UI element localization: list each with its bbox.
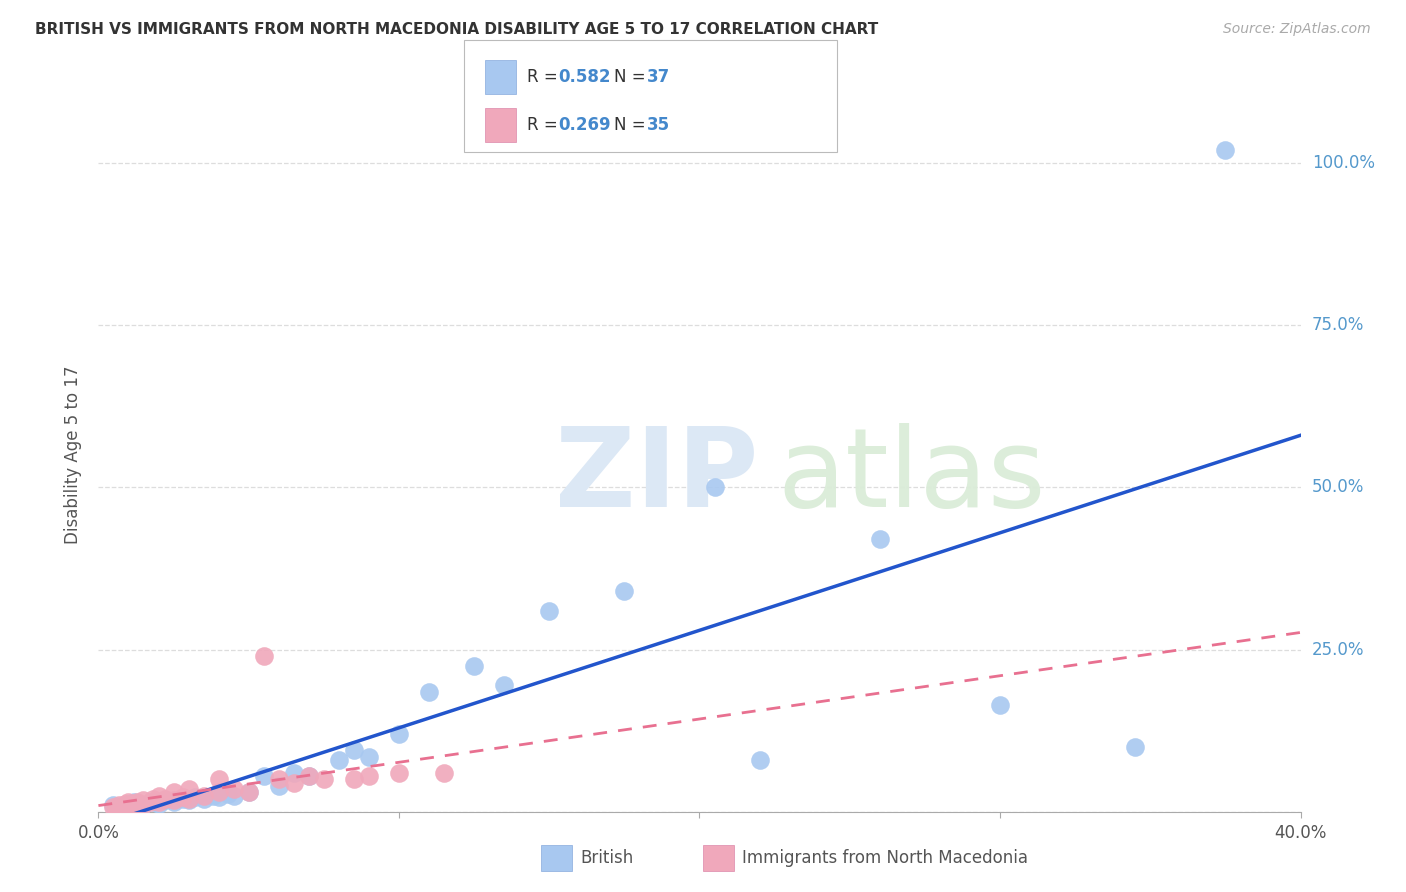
Point xyxy=(177,791,200,805)
Point xyxy=(433,765,456,780)
Text: British: British xyxy=(581,849,634,867)
Point xyxy=(153,793,176,807)
Point xyxy=(357,749,380,764)
Point xyxy=(132,793,155,807)
Point xyxy=(343,772,366,787)
Text: N =: N = xyxy=(614,69,651,87)
Point xyxy=(172,791,194,805)
Text: 25.0%: 25.0% xyxy=(1312,640,1364,658)
Point xyxy=(538,604,561,618)
Point xyxy=(298,769,321,783)
Point xyxy=(1123,739,1146,754)
Point xyxy=(127,795,149,809)
Point xyxy=(253,648,276,663)
Point xyxy=(162,785,184,799)
Text: BRITISH VS IMMIGRANTS FROM NORTH MACEDONIA DISABILITY AGE 5 TO 17 CORRELATION CH: BRITISH VS IMMIGRANTS FROM NORTH MACEDON… xyxy=(35,22,879,37)
Point xyxy=(703,480,725,494)
Text: N =: N = xyxy=(614,116,651,134)
Point xyxy=(988,698,1011,712)
Point xyxy=(117,798,139,813)
Point xyxy=(343,743,366,757)
Point xyxy=(117,795,139,809)
Point xyxy=(217,787,239,801)
Text: Source: ZipAtlas.com: Source: ZipAtlas.com xyxy=(1223,22,1371,37)
Text: 37: 37 xyxy=(647,69,671,87)
Point xyxy=(124,795,146,809)
Text: 0.269: 0.269 xyxy=(558,116,610,134)
Point xyxy=(132,798,155,813)
Point xyxy=(869,533,891,547)
Point xyxy=(208,772,231,787)
Point xyxy=(111,799,134,814)
Text: Immigrants from North Macedonia: Immigrants from North Macedonia xyxy=(742,849,1028,867)
Point xyxy=(357,769,380,783)
Point xyxy=(613,584,636,599)
Point xyxy=(148,789,170,803)
Text: 75.0%: 75.0% xyxy=(1312,316,1364,334)
Point xyxy=(103,799,125,814)
Point xyxy=(117,797,139,811)
Point xyxy=(208,785,231,799)
Text: ZIP: ZIP xyxy=(555,423,759,530)
Point xyxy=(312,772,335,787)
Y-axis label: Disability Age 5 to 17: Disability Age 5 to 17 xyxy=(65,366,83,544)
Point xyxy=(388,727,411,741)
Point xyxy=(138,795,160,809)
Point xyxy=(153,791,176,805)
Text: R =: R = xyxy=(527,116,564,134)
Point xyxy=(183,790,205,805)
Point xyxy=(748,753,770,767)
Point xyxy=(193,791,215,805)
Point xyxy=(238,785,260,799)
Text: atlas: atlas xyxy=(778,423,1046,530)
Point xyxy=(141,791,163,805)
Text: R =: R = xyxy=(527,69,564,87)
Point xyxy=(172,790,194,805)
Point xyxy=(103,798,125,813)
Text: 0.582: 0.582 xyxy=(558,69,610,87)
Point xyxy=(201,789,224,803)
Point xyxy=(108,798,131,813)
Point xyxy=(298,769,321,783)
Point xyxy=(148,797,170,811)
Point xyxy=(267,779,290,793)
Point xyxy=(208,790,231,805)
Point xyxy=(238,785,260,799)
Point xyxy=(267,772,290,787)
Point xyxy=(222,782,245,797)
Point xyxy=(328,753,350,767)
Point xyxy=(141,795,163,809)
Point xyxy=(463,658,485,673)
Point xyxy=(222,789,245,803)
Point xyxy=(388,765,411,780)
Point xyxy=(1215,143,1237,157)
Point xyxy=(162,795,184,809)
Point xyxy=(494,678,516,692)
Point xyxy=(114,797,136,811)
Text: 100.0%: 100.0% xyxy=(1312,154,1375,172)
Point xyxy=(177,782,200,797)
Point xyxy=(132,798,155,813)
Point xyxy=(177,793,200,807)
Point xyxy=(124,797,146,811)
Point xyxy=(148,795,170,809)
Point xyxy=(162,793,184,807)
Point xyxy=(253,769,276,783)
Point xyxy=(193,789,215,803)
Point xyxy=(283,775,305,789)
Text: 35: 35 xyxy=(647,116,669,134)
Point xyxy=(105,801,128,815)
Point xyxy=(111,799,134,814)
Point xyxy=(283,765,305,780)
Point xyxy=(418,684,440,698)
Text: 50.0%: 50.0% xyxy=(1312,478,1364,496)
